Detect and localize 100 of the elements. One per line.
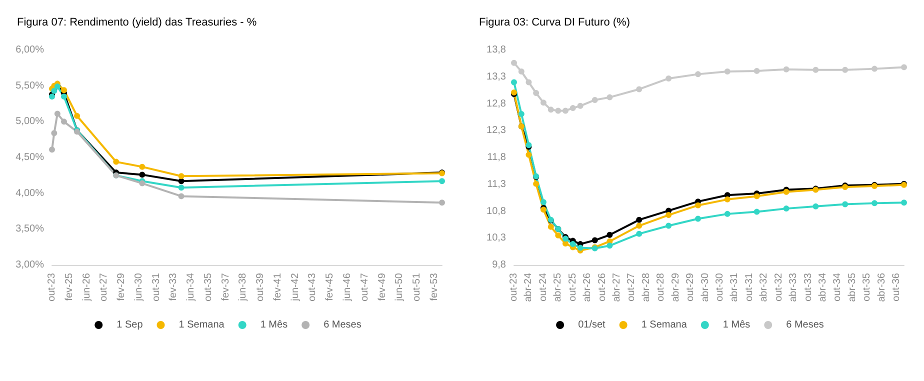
x-tick-label: out-43 — [307, 272, 318, 302]
y-tick-label: 10,3 — [486, 232, 506, 244]
point — [439, 178, 445, 184]
legend-label: 1 Sep — [116, 320, 144, 330]
point — [511, 79, 517, 86]
x-tick-label: out-34 — [832, 272, 844, 302]
point — [901, 64, 907, 70]
x-tick-label: jun-34 — [186, 272, 197, 302]
x-tick-label: jun-38 — [238, 272, 249, 302]
x-tick-label: out-31 — [150, 272, 162, 302]
point — [695, 216, 702, 222]
x-tick-label: abr-28 — [640, 272, 652, 302]
point — [54, 110, 60, 117]
y-tick-label: 3,00% — [16, 260, 44, 270]
y-tick-label: 3,50% — [16, 224, 44, 235]
x-tick-label: out-35 — [202, 272, 214, 302]
point — [178, 184, 184, 191]
x-tick-label: out-27 — [626, 272, 638, 302]
x-tick-label: fev-33 — [168, 272, 180, 301]
x-tick-label: jun-26 — [81, 272, 92, 302]
y-tick-label: 6,00% — [16, 44, 44, 56]
legend-label: 6 Meses — [786, 320, 824, 330]
x-tick-label: out-23 — [508, 272, 520, 302]
x-tick-label: abr-35 — [846, 272, 858, 302]
point — [754, 193, 760, 200]
point — [724, 196, 730, 202]
point — [562, 108, 568, 114]
point — [533, 90, 540, 96]
point — [577, 244, 584, 251]
point — [562, 240, 568, 246]
point — [540, 199, 546, 206]
point — [555, 108, 562, 114]
point — [636, 222, 642, 229]
y-tick-label: 4,50% — [16, 152, 44, 163]
x-tick-label: jun-42 — [290, 272, 301, 302]
x-tick-label: fev-29 — [116, 272, 128, 301]
x-tick-label: fev-37 — [220, 272, 232, 301]
point — [526, 79, 532, 86]
point — [113, 158, 120, 165]
point — [577, 102, 584, 109]
x-tick-label: out-27 — [98, 272, 110, 302]
y-tick-label: 4,00% — [16, 188, 44, 199]
point — [178, 193, 184, 200]
point — [636, 216, 642, 223]
point — [666, 222, 672, 229]
point — [872, 200, 878, 206]
x-tick-label: abr-34 — [817, 272, 828, 302]
legend-label: 1 Mês — [722, 320, 750, 330]
point — [74, 112, 80, 119]
point — [754, 68, 760, 74]
point — [606, 242, 613, 249]
x-tick-label: abr-33 — [788, 272, 800, 302]
point — [754, 208, 760, 215]
point — [666, 75, 672, 82]
point — [439, 200, 445, 206]
x-tick-label: out-39 — [255, 272, 266, 302]
x-tick-label: abr-25 — [552, 272, 564, 302]
legend-label: 1 Semana — [178, 320, 225, 330]
x-tick-label: abr-32 — [758, 272, 770, 302]
y-tick-label: 10,8 — [486, 206, 506, 217]
point — [60, 94, 67, 100]
x-tick-label: abr-31 — [729, 272, 740, 302]
point — [49, 94, 55, 100]
x-tick-label: out-35 — [862, 272, 873, 302]
point — [592, 237, 598, 244]
point — [695, 71, 702, 78]
point — [783, 206, 790, 212]
point — [60, 118, 67, 125]
point — [666, 212, 672, 218]
x-tick-label: abr-36 — [876, 272, 888, 302]
point — [724, 68, 730, 74]
y-tick-label: 11,8 — [487, 152, 506, 163]
point — [606, 232, 613, 238]
x-tick-label: abr-26 — [582, 272, 594, 302]
x-tick-label: out-47 — [359, 272, 370, 302]
x-tick-label: out-36 — [891, 272, 902, 302]
legend-label: 1 Semana — [641, 320, 688, 330]
legend-label: 6 Meses — [324, 320, 362, 330]
point — [570, 241, 576, 248]
point — [60, 87, 67, 94]
y-tick-label: 12,8 — [486, 98, 506, 110]
x-tick-label: jun-50 — [394, 272, 406, 302]
chart-title: Figura 07: Rendimento (yield) das Treasuries - % — [17, 16, 257, 28]
point — [548, 106, 554, 113]
point — [636, 86, 642, 92]
point — [872, 66, 878, 72]
x-tick-label: jun-30 — [133, 272, 144, 302]
y-tick-label: 9,8 — [492, 260, 506, 270]
point — [51, 130, 58, 136]
x-tick-label: abr-27 — [611, 272, 622, 302]
point — [139, 172, 146, 178]
x-tick-label: out-30 — [714, 272, 726, 302]
point — [812, 66, 819, 73]
y-tick-label: 12,3 — [486, 125, 506, 136]
point — [178, 178, 184, 184]
x-tick-label: out-25 — [567, 272, 578, 302]
legend-label: 1 Mês — [260, 320, 288, 330]
point — [511, 60, 517, 66]
point — [783, 66, 790, 72]
x-tick-label: fev-53 — [428, 272, 440, 301]
